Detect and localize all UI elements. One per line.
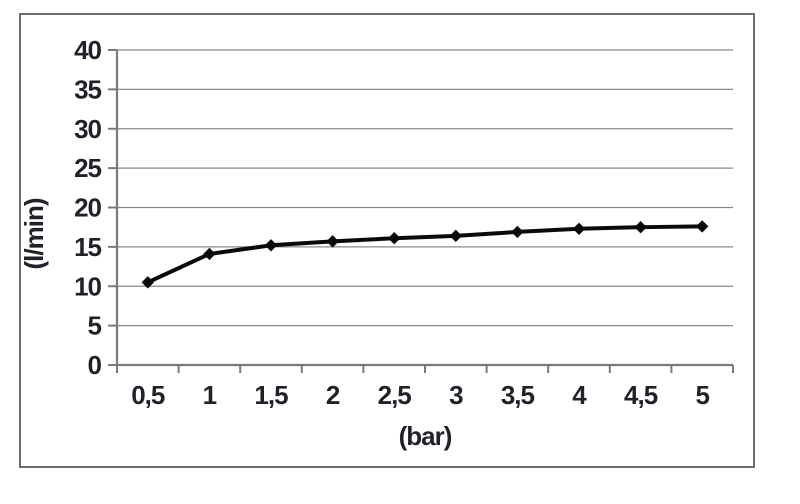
y-tick-label: 40 (74, 35, 101, 65)
chart-frame: 0 5 10 15 20 25 30 35 40 0,5 1 1,5 2 2,5 3 3,5 4 4,5 5 (l/m… (19, 13, 755, 468)
y-tick-label: 20 (74, 193, 101, 223)
y-tick-label: 30 (74, 114, 101, 144)
x-tick-label: 2,5 (378, 380, 412, 410)
data-point-marker (634, 220, 647, 234)
x-tick-label: 1 (203, 380, 217, 410)
x-axis-title: (bar) (399, 421, 452, 451)
y-tick-label: 5 (88, 311, 102, 341)
data-point-marker (388, 232, 401, 245)
x-tick-label: 1,5 (254, 380, 288, 410)
y-tick-label: 35 (74, 74, 101, 104)
x-tick-label: 3,5 (501, 380, 535, 410)
x-tick-label: 4 (572, 380, 587, 410)
y-tick-label: 25 (74, 153, 101, 183)
data-point-marker (572, 222, 586, 235)
data-point-marker (141, 276, 154, 289)
data-point-marker (449, 229, 462, 243)
flow-vs-pressure-chart: 0 5 10 15 20 25 30 35 40 0,5 1 1,5 2 2,5 3 3,5 4 4,5 5 (l/m… (21, 35, 734, 451)
data-point-marker (326, 235, 339, 248)
y-tick-label: 10 (74, 271, 101, 301)
y-axis-title: (l/min) (21, 198, 49, 269)
y-tick-label: 0 (88, 350, 102, 380)
y-tick-label: 15 (74, 232, 101, 262)
series-line (146, 224, 703, 285)
data-point-marker (203, 247, 216, 261)
data-point-marker (696, 220, 709, 233)
x-tick-label: 0,5 (131, 380, 165, 410)
x-tick-label: 4,5 (624, 380, 658, 410)
x-tick-label: 2 (326, 380, 340, 410)
data-point-marker (511, 225, 524, 239)
data-point-marker (264, 239, 278, 252)
x-tick-label: 3 (449, 380, 463, 410)
x-tick-label: 5 (695, 380, 709, 410)
